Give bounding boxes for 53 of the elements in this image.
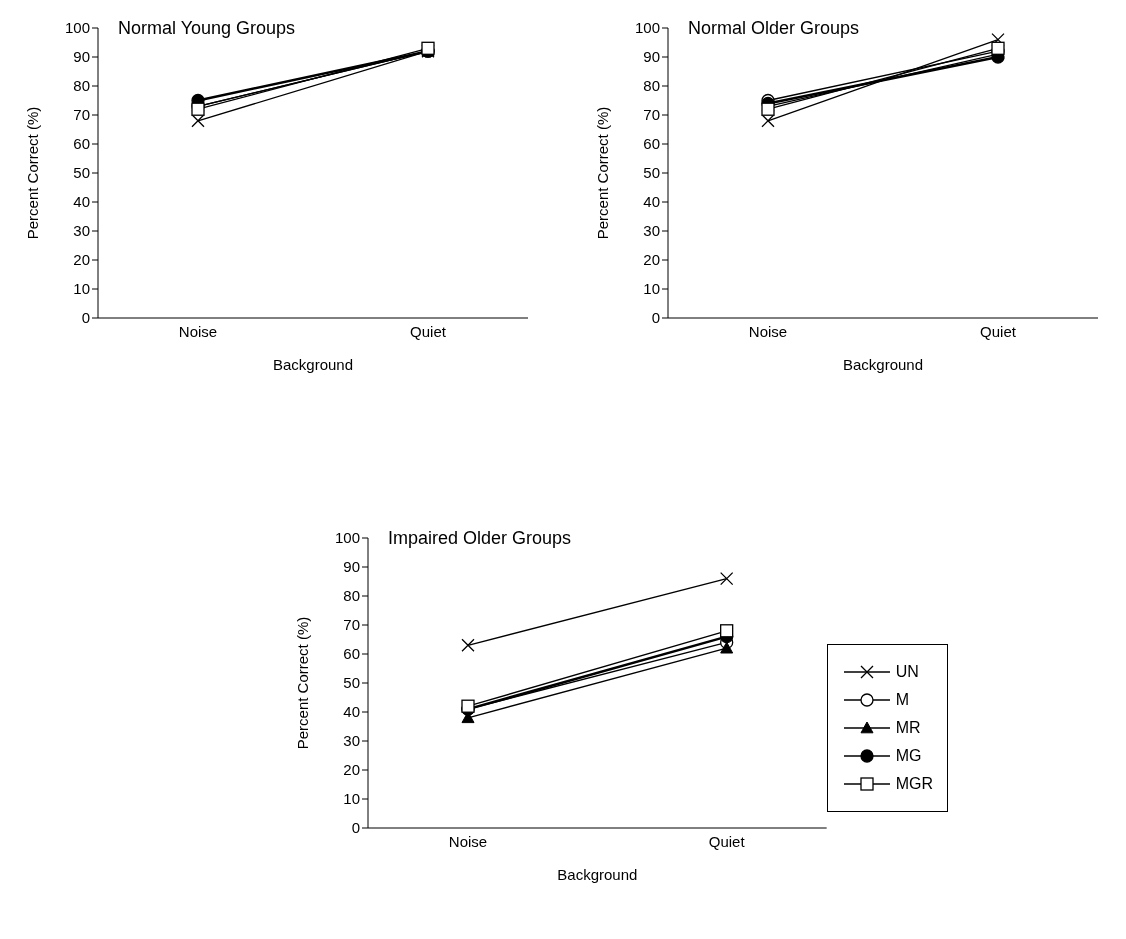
- legend-label: M: [895, 691, 909, 709]
- y-tick-label: 70: [643, 106, 660, 124]
- x-axis-title: Background: [842, 356, 924, 373]
- y-tick-label: 90: [343, 558, 360, 576]
- y-tick-label: 70: [343, 616, 360, 634]
- y-tick-label: 10: [643, 280, 660, 298]
- y-tick-label: 40: [643, 193, 660, 211]
- y-tick-label: 80: [643, 77, 660, 95]
- legend-label: MG: [895, 747, 922, 765]
- y-tick-label: 0: [81, 309, 90, 327]
- y-tick-label: 10: [343, 790, 360, 808]
- y-tick-label: 10: [73, 280, 90, 298]
- y-axis-title: Percent Correct (%): [594, 106, 612, 240]
- y-tick-label: 60: [73, 135, 90, 153]
- y-tick-label: 100: [64, 19, 90, 37]
- y-tick-label: 0: [351, 819, 360, 837]
- y-tick-label: 40: [73, 193, 90, 211]
- y-tick-label: 30: [343, 732, 360, 750]
- x-tick-label: Quiet: [410, 322, 447, 340]
- y-tick-label: 0: [651, 309, 660, 327]
- y-tick-label: 100: [634, 19, 660, 37]
- y-tick-label: 60: [643, 135, 660, 153]
- y-tick-label: 80: [73, 77, 90, 95]
- legend-label: MGR: [895, 775, 933, 793]
- y-tick-label: 40: [343, 703, 360, 721]
- y-tick-label: 70: [73, 106, 90, 124]
- chart-title: Normal Young Groups: [118, 18, 296, 39]
- y-tick-label: 20: [343, 761, 360, 779]
- y-tick-label: 20: [643, 251, 660, 269]
- legend-label: MR: [895, 719, 921, 737]
- y-tick-label: 30: [73, 222, 90, 240]
- x-axis-title: Background: [272, 356, 354, 373]
- x-tick-label: Quiet: [980, 322, 1017, 340]
- x-axis-title: Background: [557, 866, 638, 883]
- chart-title: Impaired Older Groups: [388, 528, 572, 549]
- y-tick-label: 100: [334, 529, 360, 547]
- y-tick-label: 20: [73, 251, 90, 269]
- y-tick-label: 90: [73, 48, 90, 66]
- x-tick-label: Quiet: [708, 832, 746, 850]
- y-tick-label: 50: [643, 164, 660, 182]
- y-tick-label: 30: [643, 222, 660, 240]
- y-tick-label: 90: [643, 48, 660, 66]
- legend-label: UN: [895, 663, 919, 681]
- y-axis-title: Percent Correct (%): [294, 616, 312, 750]
- y-tick-label: 80: [343, 587, 360, 605]
- x-tick-label: Noise: [448, 832, 488, 850]
- y-tick-label: 60: [343, 645, 360, 663]
- y-tick-label: 50: [73, 164, 90, 182]
- chart-title: Normal Older Groups: [688, 18, 860, 39]
- x-tick-label: Noise: [178, 322, 218, 340]
- x-tick-label: Noise: [748, 322, 788, 340]
- y-tick-label: 50: [343, 674, 360, 692]
- y-axis-title: Percent Correct (%): [24, 106, 42, 240]
